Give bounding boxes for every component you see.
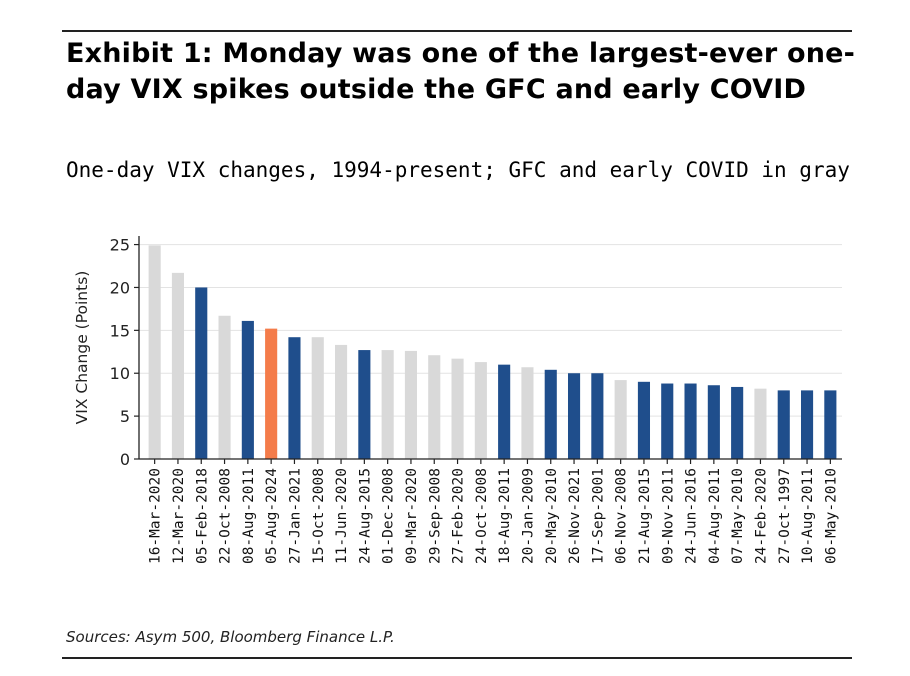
x-tick-label: 09-Nov-2011: [660, 468, 676, 564]
bar-21-Aug-2015: [637, 381, 651, 459]
x-tick-label: 17-Sep-2001: [590, 468, 606, 564]
x-tick-label: 10-Aug-2011: [800, 468, 816, 564]
y-tick-label: 5: [120, 407, 130, 426]
x-tick-label: 06-May-2010: [823, 468, 839, 564]
bar-08-Aug-2011: [241, 320, 254, 459]
bars: [148, 245, 837, 459]
y-axis-label: VIX Change (Points): [73, 271, 91, 425]
bar-22-Oct-2008: [218, 315, 231, 459]
x-tick-label: 16-Mar-2020: [148, 468, 164, 564]
x-tick-label: 22-Oct-2008: [218, 468, 234, 564]
x-tick-label: 05-Aug-2024: [264, 468, 280, 564]
x-tick-label: 26-Nov-2021: [567, 468, 583, 564]
axes: [138, 236, 842, 460]
bar-24-Oct-2008: [474, 362, 487, 459]
bar-10-Aug-2011: [800, 390, 814, 459]
top-rule: [62, 30, 852, 32]
bar-20-May-2010: [544, 369, 557, 459]
bar-24-Aug-2015: [358, 350, 371, 459]
x-tick-label: 11-Jun-2020: [334, 468, 350, 564]
bottom-rule: [62, 657, 852, 659]
y-tick-label: 0: [120, 450, 130, 469]
bar-24-Feb-2020: [754, 388, 767, 459]
chart-subtitle: One-day VIX changes, 1994-present; GFC a…: [66, 158, 850, 182]
chart-title: Exhibit 1: Monday was one of the largest…: [66, 38, 856, 105]
gridlines: [139, 244, 842, 417]
x-tick-label: 27-Feb-2020: [451, 468, 467, 564]
x-tick-label: 24-Feb-2020: [753, 468, 769, 564]
x-tick-label: 20-May-2010: [544, 468, 560, 564]
x-tick-label: 15-Oct-2008: [311, 468, 327, 564]
y-tick-label: 20: [110, 278, 130, 297]
bar-06-Nov-2008: [614, 380, 627, 459]
bar-15-Oct-2008: [311, 337, 324, 459]
x-tick-label: 09-Mar-2020: [404, 468, 420, 564]
y-tick-label: 10: [110, 364, 130, 383]
x-tick-label: 12-Mar-2020: [171, 468, 187, 564]
sources-note: Sources: Asym 500, Bloomberg Finance L.P…: [66, 628, 395, 646]
bar-01-Dec-2008: [381, 350, 394, 459]
x-tick-label: 27-Oct-1997: [777, 468, 793, 564]
bar-17-Sep-2001: [591, 373, 604, 459]
x-tick-label: 18-Aug-2011: [497, 468, 513, 564]
x-tick-label: 24-Oct-2008: [474, 468, 490, 564]
x-tick-label: 24-Jun-2016: [684, 468, 700, 564]
x-tick-label: 24-Aug-2015: [357, 468, 373, 564]
x-tick-label: 27-Jan-2021: [287, 468, 303, 564]
x-tick-label: 01-Dec-2008: [381, 468, 397, 564]
x-tick-label: 05-Feb-2018: [194, 468, 210, 564]
bar-11-Jun-2020: [334, 344, 348, 459]
bar-20-Jan-2009: [521, 367, 534, 459]
bar-09-Nov-2011: [661, 383, 674, 459]
bar-29-Sep-2008: [428, 355, 441, 459]
bar-26-Nov-2021: [567, 373, 581, 459]
bar-09-Mar-2020: [404, 350, 418, 459]
bar-07-May-2010: [731, 386, 744, 459]
x-tick-label: 08-Aug-2011: [241, 468, 257, 564]
bar-18-Aug-2011: [498, 364, 511, 459]
x-tick-label: 06-Nov-2008: [614, 468, 630, 564]
bar-27-Oct-1997: [777, 390, 790, 459]
y-tick-label: 25: [110, 236, 130, 255]
x-tick-label: 29-Sep-2008: [427, 468, 443, 564]
bar-12-Mar-2020: [171, 272, 185, 459]
bar-04-Aug-2011: [707, 385, 720, 459]
bar-06-May-2010: [824, 390, 837, 459]
bar-16-Mar-2020: [148, 245, 161, 459]
x-tick-label: 20-Jan-2009: [520, 468, 536, 564]
x-ticks: 16-Mar-2020 12-Mar-2020 05-Feb-2018 22-Oct-…: [148, 459, 839, 564]
bar-05-Feb-2018: [195, 287, 208, 459]
x-tick-label: 07-May-2010: [730, 468, 746, 564]
bar-24-Jun-2016: [684, 383, 697, 459]
bar-05-Aug-2024: [265, 328, 278, 459]
x-tick-label: 04-Aug-2011: [707, 468, 723, 564]
y-tick-label: 15: [110, 321, 130, 340]
y-ticks: 0 5 10 15 20 25: [110, 236, 139, 469]
bar-27-Jan-2021: [288, 337, 301, 459]
x-tick-label: 21-Aug-2015: [637, 468, 653, 564]
bar-27-Feb-2020: [451, 358, 464, 459]
